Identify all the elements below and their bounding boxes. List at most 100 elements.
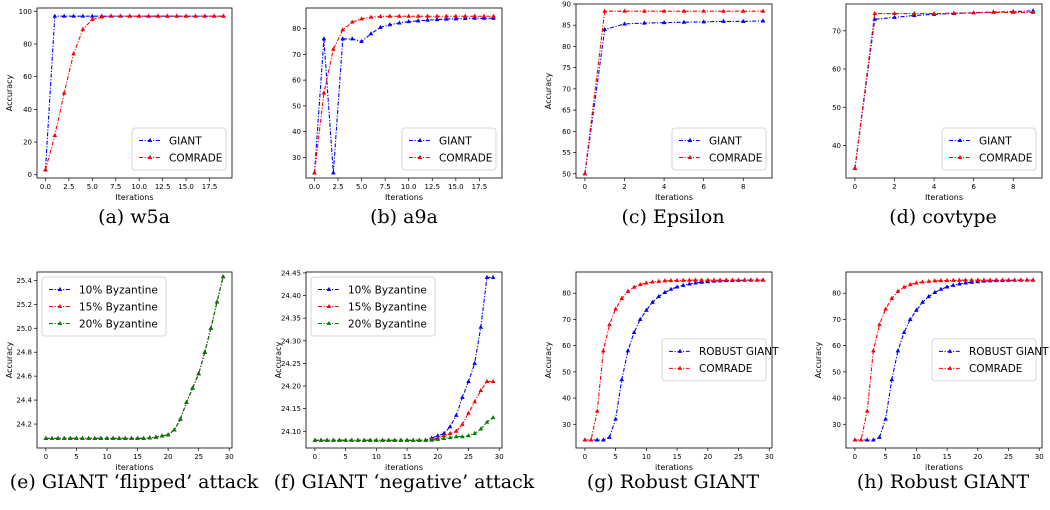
- series-line: [313, 17, 494, 173]
- x-axis-label: iterations: [925, 463, 963, 472]
- y-tick-label: 60: [23, 73, 32, 81]
- data-point: [693, 280, 698, 285]
- data-point: [478, 324, 484, 329]
- data-point: [74, 435, 79, 440]
- data-point: [644, 307, 649, 312]
- data-point: [920, 279, 925, 284]
- x-tick-label: 10: [912, 453, 921, 461]
- y-tick-label: 60: [562, 128, 571, 136]
- legend-box: [931, 338, 1037, 382]
- legend-label: COMRADE: [699, 363, 752, 375]
- data-point: [221, 13, 226, 18]
- y-tick-label: 24.8: [16, 349, 32, 357]
- legend-marker: [326, 320, 332, 325]
- data-point: [602, 26, 608, 31]
- data-point: [116, 435, 122, 440]
- legend-label: GIANT: [709, 135, 742, 147]
- data-point: [202, 349, 208, 354]
- data-point: [159, 433, 165, 438]
- data-point: [901, 284, 907, 289]
- panel-caption: (e) GIANT ‘flipped’ attack: [9, 471, 259, 493]
- data-point: [872, 10, 878, 16]
- data-point: [699, 279, 704, 284]
- data-point: [963, 277, 968, 282]
- data-point: [613, 306, 618, 311]
- legend-entry: COMRADE: [949, 152, 1032, 164]
- series-line: [314, 380, 494, 441]
- data-point: [907, 281, 913, 287]
- legend-entry: 20% Byzantine: [318, 318, 427, 330]
- data-point: [374, 437, 379, 442]
- data-point: [957, 281, 962, 286]
- data-point: [359, 38, 364, 43]
- data-point: [484, 419, 490, 424]
- data-point: [447, 434, 453, 440]
- x-tick-label: 2.5: [332, 183, 343, 191]
- legend-label: COMRADE: [169, 152, 222, 164]
- series-line: [854, 10, 1034, 169]
- data-point: [174, 13, 179, 18]
- x-tick-label: 0: [313, 453, 317, 461]
- legend-marker: [677, 348, 683, 353]
- data-point: [368, 14, 374, 19]
- x-tick-label: 0: [583, 453, 587, 461]
- data-point: [701, 8, 706, 13]
- x-tick-label: 2: [892, 183, 896, 191]
- data-point: [932, 278, 938, 283]
- data-point: [444, 13, 449, 18]
- data-point: [447, 424, 453, 429]
- data-point: [462, 13, 468, 18]
- data-point: [193, 13, 198, 18]
- data-point: [601, 348, 606, 353]
- data-point: [466, 410, 471, 415]
- chart-panel-8: 0 5 10 15 20 25 30 30 40 50 60 70 80 iterations Accura…: [814, 271, 1049, 472]
- data-point: [71, 51, 76, 56]
- legend-entry: COMRADE: [139, 152, 222, 164]
- data-point: [380, 437, 385, 442]
- data-point: [895, 288, 901, 293]
- data-point: [883, 306, 888, 311]
- data-point: [852, 165, 858, 170]
- data-point: [441, 433, 447, 438]
- data-point: [858, 437, 864, 442]
- x-tick-label: 6: [971, 183, 976, 191]
- data-point: [184, 399, 189, 405]
- y-tick-label: 24.25: [281, 360, 301, 368]
- x-tick-label: 5: [74, 453, 78, 461]
- data-point: [208, 325, 214, 330]
- y-tick-label: 40: [832, 142, 841, 150]
- data-point: [478, 387, 484, 393]
- data-point: [1012, 277, 1017, 282]
- legend-entry: 15% Byzantine: [318, 301, 427, 313]
- legend-marker: [947, 365, 953, 370]
- x-tick-label: 0: [44, 453, 48, 461]
- data-point: [582, 171, 588, 176]
- y-tick-label: 24.6: [16, 373, 32, 381]
- data-point: [693, 277, 698, 282]
- data-point: [864, 408, 870, 413]
- data-point: [80, 13, 86, 18]
- data-point: [43, 435, 49, 440]
- data-point: [404, 437, 410, 442]
- x-tick-label: 0: [853, 453, 857, 461]
- chart-panel-2: 0.0 2.5 5.0 7.5 10.0 12.5 15.0 17.5 30 40 50 60 70 80…: [292, 7, 503, 202]
- legend-marker: [147, 137, 153, 142]
- x-tick-label: 5.0: [87, 183, 98, 191]
- data-point: [607, 322, 612, 327]
- data-point: [324, 437, 330, 442]
- legend-label: COMRADE: [979, 152, 1032, 164]
- data-point: [312, 170, 317, 175]
- y-axis-label: Accuracy: [274, 341, 283, 378]
- data-point: [852, 437, 858, 442]
- legend-entry: COMRADE: [669, 363, 752, 375]
- data-point: [1024, 277, 1030, 282]
- data-point: [472, 430, 477, 436]
- y-tick-label: 30: [832, 421, 841, 429]
- x-tick-label: 25: [194, 453, 203, 461]
- series-line: [584, 20, 764, 174]
- y-axis-label: Accuracy: [544, 341, 553, 378]
- data-point: [975, 277, 981, 282]
- data-point: [1010, 9, 1016, 14]
- y-axis-label: Accuracy: [5, 74, 14, 111]
- data-point: [931, 10, 937, 16]
